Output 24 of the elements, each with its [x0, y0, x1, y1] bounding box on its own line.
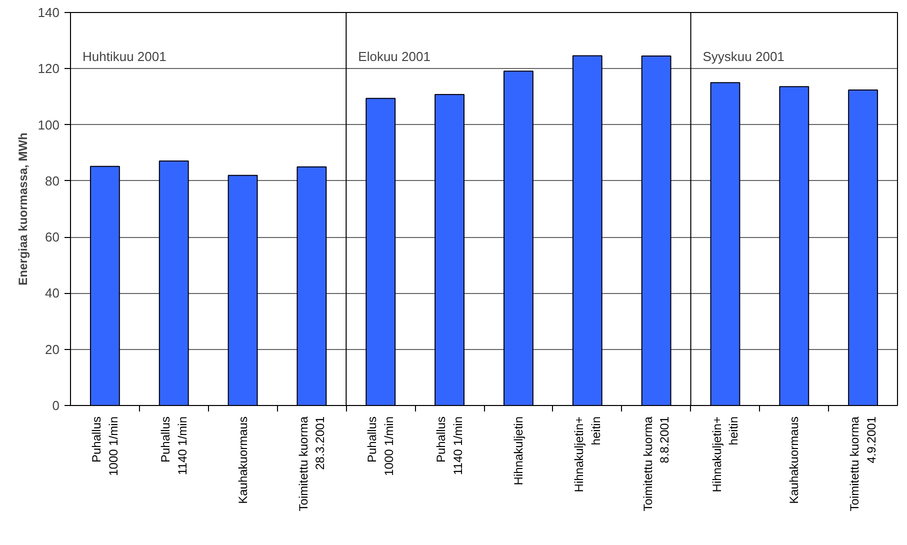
annotation: Elokuu 2001: [358, 49, 430, 64]
y-tick-label: 40: [45, 286, 60, 301]
x-tick-label: Toimitettu kuorma 28.3.2001: [296, 416, 328, 512]
y-tick-label: 100: [38, 117, 60, 132]
y-axis-title: Energiaa kuormassa, MWh: [16, 132, 30, 286]
x-tick-label: Toimitettu kuorma 8.8.2001: [640, 416, 672, 512]
y-tick-label: 60: [45, 230, 60, 245]
annotation: Huhtikuu 2001: [82, 49, 166, 64]
y-tick-label: 120: [38, 61, 60, 76]
x-tick-label: Kauhakuormaus: [787, 416, 802, 504]
x-tick-label: Puhallus 1000 1/min: [90, 416, 120, 476]
x-tick-label: Kauhakuormaus: [236, 416, 250, 504]
y-tick-label: 80: [45, 173, 60, 188]
x-tick-label: Puhallus 1140 1/min: [158, 416, 190, 475]
y-tick-label: 140: [38, 5, 60, 20]
x-tick-label: Puhallus 1140 1/min: [434, 416, 465, 475]
x-tick-label: Puhallus 1000 1/min: [365, 416, 396, 476]
y-tick-label: 0: [52, 398, 60, 413]
x-tick-label: Hihnakuljetin: [511, 416, 526, 486]
x-tick-label: Hihnakuljetin+ heitin: [572, 416, 603, 492]
x-tick-label: Toimitettu kuorma 4.9.2001: [848, 416, 878, 512]
y-tick-label: 20: [45, 342, 60, 357]
x-tick-label: Hihnakuljetin+ heitin: [710, 416, 741, 492]
annotation: Syyskuu 2001: [702, 49, 784, 64]
